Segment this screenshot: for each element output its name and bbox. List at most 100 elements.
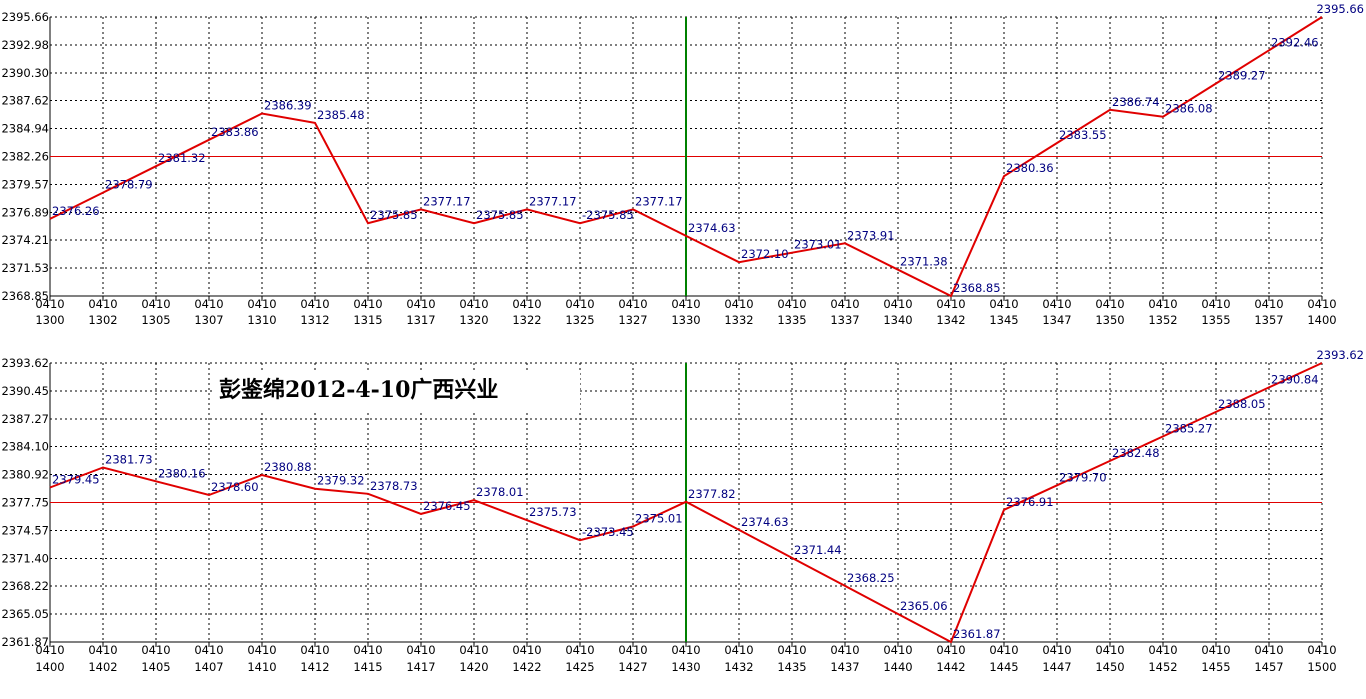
data-label: 2380.36 xyxy=(1006,161,1054,175)
data-label: 2378.73 xyxy=(370,479,418,493)
x-tick-label-time: 1445 xyxy=(989,660,1018,674)
x-tick-label-time: 1440 xyxy=(883,660,912,674)
data-label: 2386.08 xyxy=(1165,102,1213,116)
x-tick-label-date: 0410 xyxy=(88,297,117,311)
data-label: 2373.01 xyxy=(794,238,842,252)
x-tick-label-date: 0410 xyxy=(300,297,329,311)
y-tick-label: 2384.94 xyxy=(1,122,49,136)
x-tick-label-time: 1357 xyxy=(1254,313,1283,327)
x-tick-label-time: 1342 xyxy=(936,313,965,327)
x-tick-label-time: 1405 xyxy=(141,660,170,674)
x-tick-label-date: 0410 xyxy=(35,297,64,311)
x-tick-label-time: 1352 xyxy=(1148,313,1177,327)
x-tick-label-date: 0410 xyxy=(247,297,276,311)
x-tick-label-date: 0410 xyxy=(777,297,806,311)
x-tick-label-date: 0410 xyxy=(1201,643,1230,657)
data-label: 2381.32 xyxy=(158,151,206,165)
data-label: 2361.87 xyxy=(953,627,1001,641)
x-tick-label-date: 0410 xyxy=(141,297,170,311)
chart-panel-top: 2395.66 2392.98 2390.30 2387.62 2384.94 2382.… xyxy=(1,2,1364,327)
chart-panel-bottom: 2393.62 2390.45 2387.27 2384.10 2380.92 2377.… xyxy=(1,348,1364,674)
series-line xyxy=(49,16,1323,298)
x-tick-label-date: 0410 xyxy=(459,297,488,311)
x-tick-label-date: 0410 xyxy=(1307,297,1336,311)
x-tick-label-time: 1330 xyxy=(671,313,700,327)
x-tick-label-date: 0410 xyxy=(989,297,1018,311)
x-tick-label-date: 0410 xyxy=(1148,297,1177,311)
y-tick-label: 2387.62 xyxy=(1,94,49,108)
y-tick-label: 2380.92 xyxy=(1,468,49,482)
data-label: 2378.60 xyxy=(211,480,259,494)
x-tick-label-date: 0410 xyxy=(1095,297,1124,311)
x-tick-label-date: 0410 xyxy=(1095,643,1124,657)
data-label: 2379.45 xyxy=(52,473,100,487)
x-tick-label-time: 1340 xyxy=(883,313,912,327)
y-tick-label: 2390.30 xyxy=(1,66,49,80)
y-tick-label: 2382.26 xyxy=(1,150,49,164)
x-tick-label-date: 0410 xyxy=(936,643,965,657)
x-tick-label-date: 0410 xyxy=(724,643,753,657)
x-tick-label-time: 1350 xyxy=(1095,313,1124,327)
data-label: 2378.01 xyxy=(476,485,524,499)
x-tick-label-date: 0410 xyxy=(777,643,806,657)
x-tick-label-time: 1402 xyxy=(88,660,117,674)
y-tick-label: 2393.62 xyxy=(1,356,49,370)
x-tick-label-time: 1457 xyxy=(1254,660,1283,674)
y-tick-label: 2392.98 xyxy=(1,38,49,52)
data-label: 2379.70 xyxy=(1059,470,1107,484)
data-label: 2374.63 xyxy=(688,221,736,235)
x-tick-label-time: 1345 xyxy=(989,313,1018,327)
y-tick-label: 2387.27 xyxy=(1,412,49,426)
x-tick-label-time: 1305 xyxy=(141,313,170,327)
data-label: -2373.45 xyxy=(582,525,634,539)
series-line xyxy=(49,362,1323,644)
x-tick-label-time: 1322 xyxy=(512,313,541,327)
data-label: 2389.27 xyxy=(1218,68,1266,82)
x-tick-label-date: 0410 xyxy=(512,643,541,657)
x-tick-label-time: 1427 xyxy=(618,660,647,674)
x-tick-label-date: 0410 xyxy=(830,643,859,657)
data-label: 2383.55 xyxy=(1059,128,1107,142)
x-tick-label-date: 0410 xyxy=(512,297,541,311)
x-tick-label-time: 1315 xyxy=(353,313,382,327)
x-tick-label-date: 0410 xyxy=(1042,643,1071,657)
data-label: 2390.84 xyxy=(1271,372,1319,386)
y-tick-label: 2365.05 xyxy=(1,607,49,621)
chart-title: 彭鉴绵2012-4-10广西兴业 xyxy=(215,372,581,410)
x-tick-label-time: 1450 xyxy=(1095,660,1124,674)
x-tick-label-time: 1400 xyxy=(1307,313,1336,327)
data-label: 2373.91 xyxy=(847,228,895,242)
data-label: 2379.32 xyxy=(317,474,365,488)
x-tick-label-date: 0410 xyxy=(194,297,223,311)
x-tick-label-time: 1307 xyxy=(194,313,223,327)
x-tick-label-date: 0410 xyxy=(883,297,912,311)
data-label: 2377.17 xyxy=(529,194,577,208)
data-label: 2375.85 xyxy=(476,208,524,222)
x-tick-label-date: 0410 xyxy=(1254,643,1283,657)
x-tick-label-date: 0410 xyxy=(724,297,753,311)
x-tick-label-date: 0410 xyxy=(1148,643,1177,657)
x-tick-label-date: 0410 xyxy=(1307,643,1336,657)
x-tick-label-time: 1432 xyxy=(724,660,753,674)
x-tick-label-date: 0410 xyxy=(1042,297,1071,311)
x-tick-label-date: 0410 xyxy=(194,643,223,657)
x-tick-label-time: 1425 xyxy=(565,660,594,674)
x-tick-label-time: 1325 xyxy=(565,313,594,327)
data-label: 2392.46 xyxy=(1271,35,1319,49)
x-tick-label-date: 0410 xyxy=(1201,297,1230,311)
data-label: -2375.85 xyxy=(582,208,634,222)
data-label: 2371.44 xyxy=(794,543,842,557)
y-tick-label: 2368.22 xyxy=(1,579,49,593)
x-tick-label-time: 1442 xyxy=(936,660,965,674)
x-tick-label-date: 0410 xyxy=(247,643,276,657)
x-tick-label-time: 1412 xyxy=(300,660,329,674)
data-label: 2395.66 xyxy=(1316,2,1364,16)
x-tick-label-time: 1435 xyxy=(777,660,806,674)
x-tick-label-date: 0410 xyxy=(1254,297,1283,311)
y-tick-label: 2384.10 xyxy=(1,440,49,454)
x-tick-label-date: 0410 xyxy=(565,643,594,657)
y-tick-label: 2368.85 xyxy=(1,289,49,303)
x-tick-label-time: 1500 xyxy=(1307,660,1336,674)
data-label: 2365.06 xyxy=(900,599,948,613)
